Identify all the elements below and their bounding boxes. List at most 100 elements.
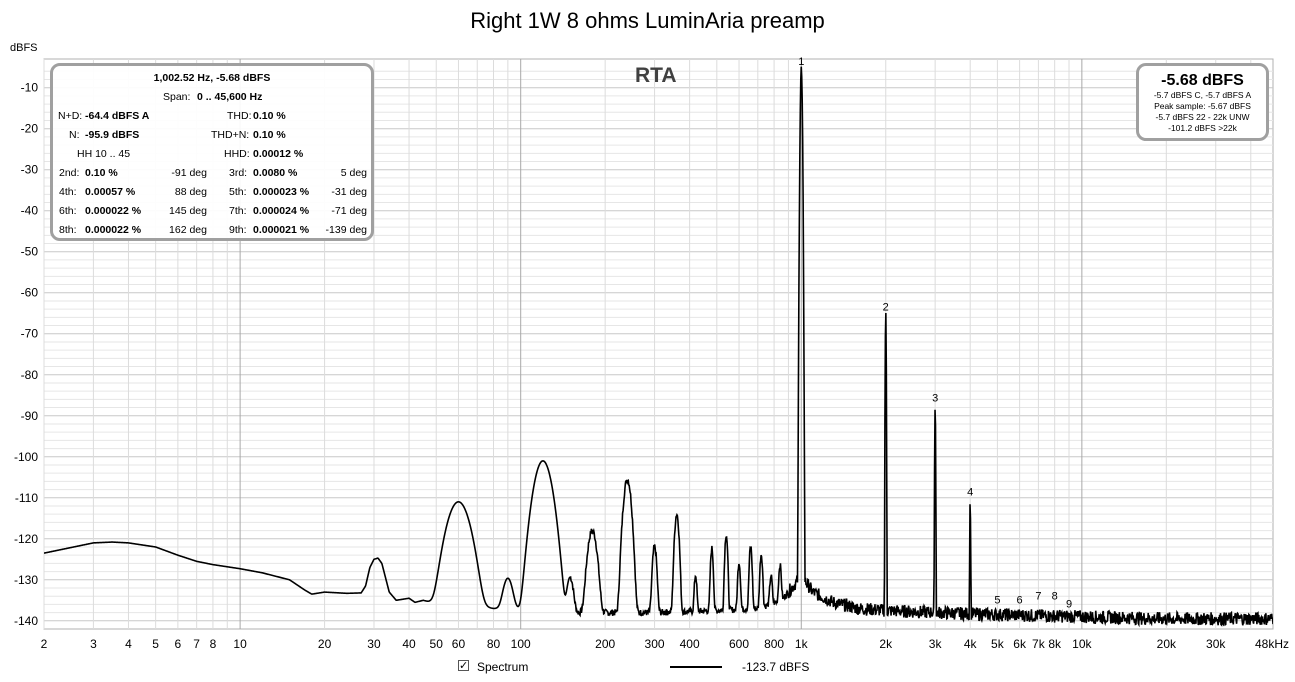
- x-tick-label: 600: [729, 637, 749, 651]
- y-axis-label: dBFS: [10, 42, 38, 54]
- level-line-3: -5.7 dBFS 22 - 22k UNW: [1155, 112, 1250, 122]
- y-tick-label: -80: [21, 368, 39, 382]
- harmonic-label: 6th:: [59, 205, 77, 217]
- y-tick-label: -20: [21, 122, 39, 136]
- harmonic-percent: 0.10 %: [85, 167, 118, 179]
- thdn-value: 0.10 %: [253, 129, 286, 141]
- harmonic-percent: 0.0080 %: [253, 167, 298, 179]
- distortion-stats-panel[interactable]: 1,002.52 Hz, -5.68 dBFS Span: 0 .. 45,60…: [50, 63, 374, 241]
- harmonic-percent: 0.000021 %: [253, 224, 310, 236]
- x-tick-label: 10: [233, 637, 247, 651]
- spectrum-trace: [44, 66, 1273, 628]
- harmonic-phase: 145 deg: [169, 205, 207, 217]
- harmonic-phase: 5 deg: [340, 167, 367, 179]
- nd-value: -64.4 dBFS A: [85, 110, 150, 122]
- n-value: -95.9 dBFS: [85, 129, 140, 141]
- level-line-1: -5.7 dBFS C, -5.7 dBFS A: [1153, 90, 1252, 100]
- y-tick-label: -10: [21, 81, 39, 95]
- n-label: N:: [69, 129, 80, 141]
- legend-line-swatch: [670, 666, 722, 668]
- y-tick-labels: -10 -20 -30 -40 -50 -60 -70 -80 -90 -100 -110 -120 -…: [14, 81, 38, 628]
- x-tick-label: 8k: [1048, 637, 1062, 651]
- x-tick-label: 20k: [1157, 637, 1177, 651]
- thdn-label: THD+N:: [211, 129, 250, 141]
- harmonic-label: 7th:: [229, 205, 247, 217]
- harmonic-percent: 0.000023 %: [253, 186, 310, 198]
- rta-label: RTA: [635, 64, 677, 87]
- harmonic-marker-label: 4: [967, 487, 973, 499]
- harmonic-marker-label: 9: [1066, 599, 1072, 611]
- x-tick-label: 80: [487, 637, 501, 651]
- x-tick-label: 3: [90, 637, 97, 651]
- y-tick-label: -90: [21, 409, 39, 423]
- x-tick-label: 10k: [1072, 637, 1092, 651]
- nd-label: N+D:: [58, 110, 83, 122]
- x-tick-label: 50: [430, 637, 444, 651]
- harmonic-label: 9th:: [229, 224, 247, 236]
- thd-value: 0.10 %: [253, 110, 286, 122]
- x-tick-label: 3k: [929, 637, 943, 651]
- x-tick-label: 800: [764, 637, 784, 651]
- harmonic-marker-label: 6: [1017, 594, 1023, 606]
- harmonic-markers: 1 2 3 4 5 6 7 89: [798, 56, 1072, 611]
- x-tick-label: 2k: [879, 637, 893, 651]
- harmonic-label: 2nd:: [59, 167, 80, 179]
- thd-label: THD:: [227, 110, 252, 122]
- level-line-2: Peak sample: -5.67 dBFS: [1154, 101, 1251, 111]
- harmonic-phase: -91 deg: [171, 167, 207, 179]
- x-tick-label: 2: [41, 637, 48, 651]
- x-tick-label: 30: [367, 637, 381, 651]
- x-tick-label: 5k: [991, 637, 1005, 651]
- y-tick-label: -30: [21, 163, 39, 177]
- harmonic-label: 5th:: [229, 186, 247, 198]
- x-tick-label: 20: [318, 637, 332, 651]
- x-tick-label: 40: [402, 637, 416, 651]
- x-tick-label: 8: [210, 637, 217, 651]
- harmonic-marker-label: 8: [1052, 590, 1058, 602]
- harmonic-label: 8th:: [59, 224, 77, 236]
- y-tick-label: -140: [14, 614, 38, 628]
- spectrum-checkbox[interactable]: ✓: [458, 660, 469, 672]
- hh-label: HH 10 .. 45: [77, 148, 131, 160]
- y-tick-label: -50: [21, 245, 39, 259]
- x-tick-label: 200: [595, 637, 615, 651]
- stats-header: 1,002.52 Hz, -5.68 dBFS: [153, 72, 271, 84]
- x-tick-label: 100: [511, 637, 531, 651]
- y-tick-label: -70: [21, 327, 39, 341]
- hhd-label: HHD:: [224, 148, 250, 160]
- x-tick-label: 1k: [795, 637, 809, 651]
- harmonic-percent: 0.00057 %: [85, 186, 136, 198]
- y-tick-label: -120: [14, 532, 38, 546]
- y-tick-label: -100: [14, 450, 38, 464]
- x-tick-labels: 2 3 4 5 6 7 8 10 20 30 40 50 60 80 100 200 300 400 600 800 1…: [41, 637, 1289, 651]
- x-tick-label: 30k: [1206, 637, 1226, 651]
- harmonic-marker-label: 3: [932, 392, 938, 404]
- harmonic-label: 3rd:: [229, 167, 248, 179]
- harmonic-label: 4th:: [59, 186, 77, 198]
- x-tick-label: 6k: [1013, 637, 1027, 651]
- harmonic-percent: 0.000024 %: [253, 205, 310, 217]
- x-tick-label: 4k: [964, 637, 978, 651]
- legend-label: Spectrum: [477, 660, 529, 674]
- harmonic-phase: 162 deg: [169, 224, 207, 236]
- chart-title: Right 1W 8 ohms LuminAria preamp: [470, 8, 825, 33]
- harmonic-marker-label: 1: [798, 56, 804, 68]
- harmonic-phase: -71 deg: [331, 205, 367, 217]
- harmonic-percent: 0.000022 %: [85, 224, 142, 236]
- x-tick-label: 60: [452, 637, 466, 651]
- y-tick-label: -60: [21, 286, 39, 300]
- level-readout-panel[interactable]: -5.68 dBFS -5.7 dBFS C, -5.7 dBFS A Peak…: [1136, 63, 1269, 141]
- y-tick-label: -130: [14, 573, 38, 587]
- hhd-value: 0.00012 %: [253, 148, 304, 160]
- harmonic-phase: -31 deg: [331, 186, 367, 198]
- level-line-4: -101.2 dBFS >22k: [1168, 123, 1237, 133]
- harmonic-phase: -139 deg: [325, 224, 367, 236]
- harmonic-marker-label: 2: [883, 301, 889, 313]
- legend-value: -123.7 dBFS: [742, 660, 810, 674]
- level-value: -5.68 dBFS: [1161, 72, 1244, 89]
- x-tick-label: 5: [152, 637, 159, 651]
- y-tick-label: -40: [21, 204, 39, 218]
- span-value: 0 .. 45,600 Hz: [197, 91, 263, 103]
- x-tick-label: 300: [645, 637, 665, 651]
